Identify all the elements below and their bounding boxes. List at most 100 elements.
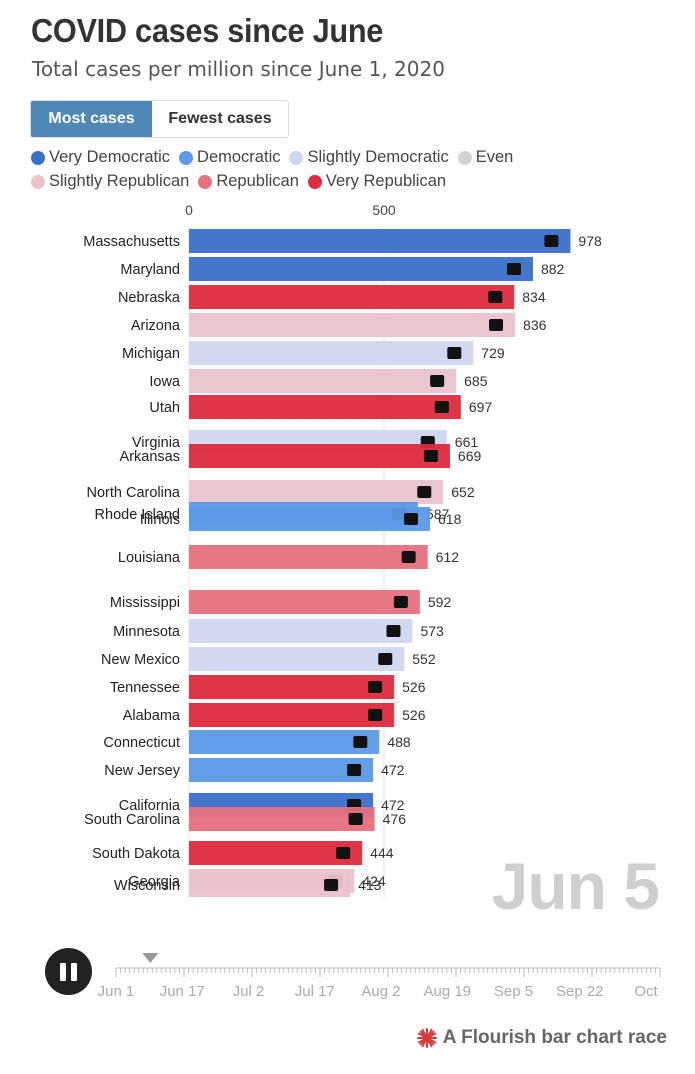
bar-value-label: 697 [469,399,493,415]
pause-icon [60,962,77,981]
bar-value-label: 573 [420,623,444,639]
timeline-label: Oct [634,983,658,1000]
flourish-logo-icon [416,1028,437,1048]
state-shape-icon [348,813,363,825]
state-shape-icon [378,653,393,665]
bar-category-label: Nebraska [118,290,181,306]
state-shape-icon [393,596,408,608]
legend-label: Even [475,148,514,166]
bar [189,229,571,253]
bar-category-label: South Dakota [92,846,181,862]
fewest-cases-button[interactable]: Fewest cases [152,101,288,137]
timeline-handle[interactable] [142,953,159,963]
bar [189,841,363,865]
bar-value-label: 836 [523,317,547,333]
legend-label: Slightly Democratic [307,148,449,166]
x-tick-label: 500 [372,202,396,218]
bar [189,873,351,897]
timeline-label: Jul 17 [295,983,335,1000]
bar [189,807,375,831]
legend-item[interactable]: Very Democratic [31,148,170,167]
state-shape-icon [404,513,419,525]
bar [189,675,395,699]
current-date-label: Jun 5 [491,849,660,923]
bar-category-label: Arizona [131,318,181,334]
flourish-credit[interactable]: A Flourish bar chart race [416,1027,667,1049]
state-shape-icon [489,319,504,331]
bar-category-label: Virginia [132,435,181,451]
bar [189,507,431,531]
state-shape-icon [336,847,351,859]
legend-swatch [198,174,213,189]
legend-item[interactable]: Slightly Democratic [289,148,449,167]
legend-item[interactable]: Even [457,148,514,167]
state-shape-icon [544,235,559,247]
timeline-label: Sep 5 [494,983,533,1000]
state-shape-icon [488,291,503,303]
bar-category-label: Mississippi [110,595,180,611]
bar [189,703,395,727]
bar-category-label: Minnesota [113,624,181,640]
bar-value-label: 661 [455,434,479,450]
legend-swatch [31,174,45,189]
legend-swatch [179,150,194,165]
bar-value-label: 729 [481,345,505,361]
bar-category-label: Alabama [123,708,181,724]
bar-category-label: California [119,798,181,814]
chart-title: COVID cases since June [31,12,384,49]
state-shape-icon [347,764,362,776]
state-shape-icon [368,709,383,721]
bar-category-label: Wisconsin [114,878,180,894]
bar [189,395,461,419]
bar-value-label: 882 [541,261,565,277]
timeline-label: Jun 17 [160,983,205,1000]
state-shape-icon [353,736,368,748]
bar-category-label: Connecticut [103,735,180,751]
x-tick-label: 0 [185,202,193,218]
legend-item[interactable]: Republican [198,172,299,191]
bar [189,480,444,504]
chart-legend: Very Democratic Democratic Slightly Democr… [31,148,551,191]
timeline-label: Jul 2 [233,983,265,1000]
legend-label: Very Democratic [49,148,171,166]
legend-item[interactable]: Democratic [179,148,280,167]
bar [189,545,428,569]
legend-label: Slightly Republican [49,172,190,190]
bar-category-label: Utah [149,400,180,416]
bar [189,257,533,281]
bar [189,369,457,393]
state-shape-icon [430,375,445,387]
legend-item[interactable]: Very Republican [307,172,446,191]
bar-category-label: Iowa [149,374,181,390]
legend-swatch [289,150,304,165]
legend-swatch [307,174,322,189]
bar-value-label: 618 [438,511,462,527]
pause-button[interactable] [45,948,92,995]
sort-toggle: Most cases Fewest cases [30,100,289,138]
bar-category-label: Michigan [122,346,180,362]
bar-value-label: 669 [458,448,482,464]
legend-item[interactable]: Slightly Republican [31,172,189,191]
bar-value-label: 652 [451,484,475,500]
bar [189,758,374,782]
state-shape-icon [434,401,449,413]
bar-category-label: Georgia [128,874,181,890]
bar-category-label: Massachusetts [83,234,180,250]
bar-category-label: North Carolina [87,485,181,501]
bar-value-label: 592 [428,594,452,610]
bar-value-label: 526 [402,679,426,695]
state-shape-icon [447,347,462,359]
chart-subtitle: Total cases per million since June 1, 20… [32,57,445,81]
most-cases-button[interactable]: Most cases [31,101,152,137]
state-shape-icon [368,681,383,693]
bar [189,590,420,614]
bar-value-label: 424 [362,873,386,889]
bar-value-label: 413 [358,877,382,893]
state-shape-icon [324,879,339,891]
timeline-label: Sep 22 [556,983,604,1000]
timeline-label: Aug 19 [423,983,471,1000]
bar-value-label: 476 [383,811,407,827]
bar-value-label: 526 [402,707,426,723]
bar [189,647,405,671]
